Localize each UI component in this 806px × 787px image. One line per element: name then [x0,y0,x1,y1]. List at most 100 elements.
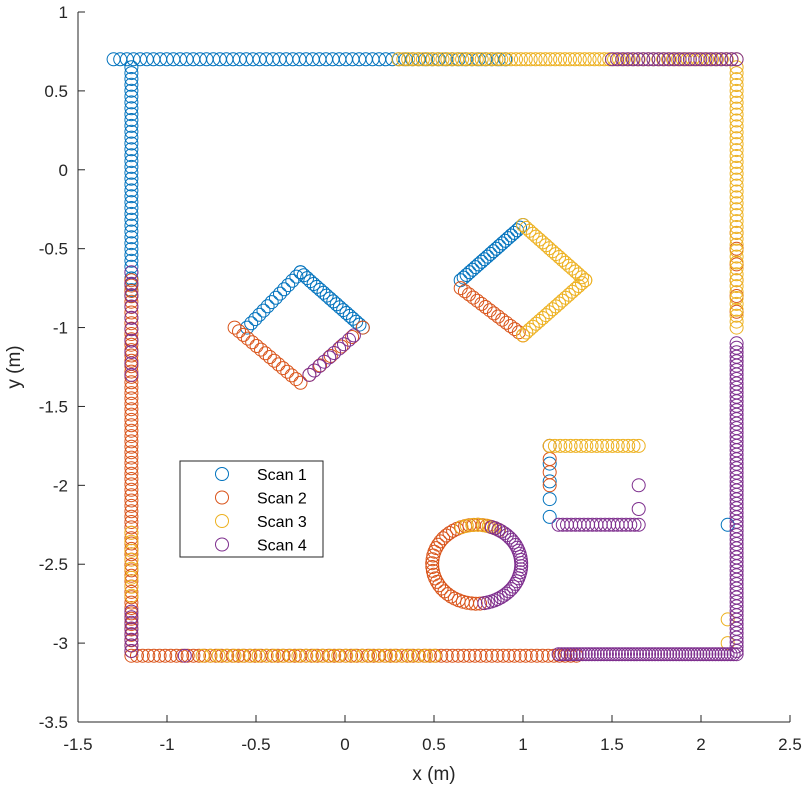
data-point [519,325,534,340]
data-point [285,273,300,288]
data-point [538,52,553,67]
data-point [491,522,506,537]
data-point [610,438,625,453]
data-point [729,66,744,81]
data-point [615,647,629,662]
data-point [180,648,195,663]
data-point [450,52,465,67]
data-point [518,52,533,67]
data-point [267,353,282,368]
data-point [459,518,474,533]
data-point [630,647,644,662]
data-point [563,438,578,453]
data-point [124,253,139,268]
data-point [482,303,497,318]
data-point [124,407,139,422]
data-point [726,647,741,662]
data-point [124,412,139,427]
data-point [717,647,732,662]
data-point [584,438,599,453]
data-point [258,346,273,361]
data-point [729,308,744,323]
data-point [466,290,481,305]
x-tick-label: -1 [159,735,174,754]
data-point [503,319,518,333]
data-point [729,231,744,246]
axes: -1.5 -1 -0.5 0 0.5 1 1.5 2 2.5 1 0.5 0 -0.5 -1 -1.5 -2 -… [4,3,802,785]
data-point [631,52,645,67]
data-point [124,367,139,382]
data-point [667,52,682,67]
data-point [289,372,304,387]
data-point [284,368,299,383]
data-point [569,647,584,662]
y-tick-label: 0.5 [44,82,68,101]
data-point [563,52,577,67]
data-point [124,316,139,331]
data-point [618,647,632,662]
data-point [433,534,448,549]
data-point [495,312,510,327]
data-point [124,644,139,658]
data-point [363,648,378,663]
data-point [593,647,608,662]
data-point [729,184,744,199]
data-point [235,648,250,663]
data-point [254,342,268,357]
data-point [317,354,332,369]
data-point [124,195,139,210]
data-point [249,339,264,353]
data-point [560,647,575,662]
data-point [631,438,646,453]
data-point [124,423,139,438]
data-point [267,648,282,663]
data-point [268,290,283,305]
data-point [729,291,744,305]
data-point [572,647,587,662]
series-1 [106,52,735,532]
data-point [124,107,139,122]
data-point [542,474,557,489]
data-point [663,647,678,662]
data-point [227,648,242,663]
data-point [175,648,190,663]
data-point [158,648,173,663]
data-point [568,438,583,453]
data-point [124,89,139,104]
data-point [124,159,139,174]
data-point [124,504,139,519]
data-point [553,52,568,67]
data-point [462,648,477,663]
data-point [574,438,589,453]
data-point [486,306,501,321]
data-point [582,52,597,67]
data-point [729,89,744,104]
data-point [339,648,354,663]
data-point [124,439,139,454]
data-point [124,171,139,186]
data-point [693,52,708,67]
data-point [616,438,630,453]
y-axis-label: y (m) [4,345,25,388]
data-point [615,52,630,67]
data-point [729,160,744,175]
data-point [259,648,274,663]
data-point [124,364,139,379]
data-point [395,648,410,663]
data-point [124,509,139,524]
data-point [251,648,266,663]
data-point [524,648,539,663]
data-point [243,648,258,663]
data-point [124,588,139,603]
data-point [656,52,671,67]
data-point [484,520,499,535]
data-point [124,337,139,352]
data-point [729,285,744,300]
data-point [302,367,317,382]
y-tick-label: -1.5 [39,397,68,416]
y-tick-label: -1 [53,319,68,338]
legend-box [179,460,324,558]
data-point [729,83,744,98]
data-point [499,586,514,601]
data-point [371,648,386,663]
